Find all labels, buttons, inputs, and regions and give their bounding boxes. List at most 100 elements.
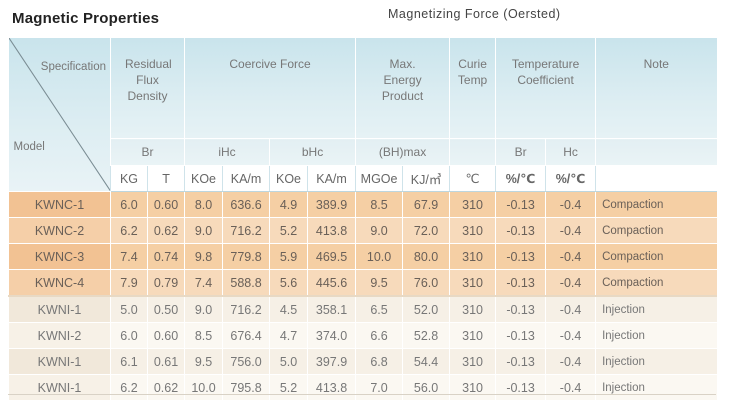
tc-br-symbol-header: Br: [495, 138, 546, 166]
note-cell: Injection: [595, 348, 717, 375]
model-cell: KWNC-3: [8, 243, 111, 270]
unit-header: %/℃: [495, 165, 546, 192]
model-cell: KWNC-2: [8, 217, 111, 244]
bhmax-kj-cell: 76.0: [402, 269, 450, 297]
br-kg-cell: 7.4: [110, 243, 148, 270]
unit-header: T: [146, 165, 185, 192]
unit-header: MGOe: [355, 165, 403, 192]
br-kg-cell: 6.2: [110, 374, 148, 401]
ihc-kam-cell: 779.8: [222, 243, 270, 270]
tc-br-cell: -0.13: [495, 269, 546, 297]
model-cell: KWNC-4: [8, 269, 111, 297]
table-row: KWNC-2 6.2 0.62 9.0 716.2 5.2 413.8 9.0 …: [8, 217, 717, 244]
bhc-kam-cell: 445.6: [307, 269, 356, 297]
br-t-cell: 0.74: [146, 243, 185, 270]
br-t-cell: 0.61: [146, 348, 185, 375]
model-cell: KWNI-1: [8, 295, 111, 323]
unit-header: KOe: [184, 165, 223, 192]
tc-br-cell: -0.13: [495, 295, 546, 323]
ihc-kam-cell: 636.6: [222, 191, 270, 218]
diagonal-divider-icon: [8, 38, 110, 191]
tc-br-cell: -0.13: [495, 217, 546, 244]
model-cell: KWNC-1: [8, 191, 111, 218]
table-row: KWNI-1 6.2 0.62 10.0 795.8 5.2 413.8 7.0…: [8, 374, 717, 401]
ihc-koe-cell: 8.0: [184, 191, 223, 218]
curie-cell: 310: [449, 217, 496, 244]
ihc-kam-cell: 676.4: [222, 322, 270, 349]
magnetic-properties-table: Specification Model Residual Flux Densit…: [8, 38, 717, 401]
bhc-kam-cell: 413.8: [307, 217, 356, 244]
bhmax-mgoe-cell: 6.8: [355, 348, 403, 375]
bhc-symbol-header: bHc: [269, 138, 356, 166]
br-t-cell: 0.62: [146, 374, 185, 401]
ihc-koe-cell: 9.5: [184, 348, 223, 375]
temperature-coefficient-header: Temperature Coefficient: [495, 38, 596, 139]
bhmax-mgoe-cell: 9.0: [355, 217, 403, 244]
unit-header: KOe: [269, 165, 308, 192]
unit-header-note: [595, 165, 717, 192]
residual-flux-density-header: Residual Flux Density: [109, 38, 185, 139]
br-symbol-header: Br: [109, 138, 185, 166]
note-cell: Compaction: [595, 269, 717, 297]
unit-header: ℃: [449, 165, 496, 192]
bhc-kam-cell: 397.9: [307, 348, 356, 375]
page-title: Magnetic Properties: [12, 10, 160, 27]
bhmax-kj-cell: 80.0: [402, 243, 450, 270]
curie-cell: 310: [449, 191, 496, 218]
bhmax-kj-cell: 72.0: [402, 217, 450, 244]
bhc-koe-cell: 5.9: [269, 243, 308, 270]
model-cell: KWNI-2: [8, 322, 111, 349]
ihc-kam-cell: 716.2: [222, 295, 270, 323]
bhc-koe-cell: 5.6: [269, 269, 308, 297]
bhmax-kj-cell: 52.8: [402, 322, 450, 349]
table-row: KWNI-1 5.0 0.50 9.0 716.2 4.5 358.1 6.5 …: [8, 295, 717, 323]
note-cell: Compaction: [595, 243, 717, 270]
max-energy-product-header: Max. Energy Product: [355, 38, 450, 139]
tc-hc-cell: -0.4: [545, 322, 596, 349]
br-kg-cell: 6.2: [110, 217, 148, 244]
tc-hc-cell: -0.4: [545, 348, 596, 375]
ihc-kam-cell: 588.8: [222, 269, 270, 297]
note-header: Note: [595, 38, 717, 139]
bhc-kam-cell: 358.1: [307, 295, 356, 323]
tc-br-cell: -0.13: [495, 374, 546, 401]
bhmax-mgoe-cell: 6.5: [355, 295, 403, 323]
table-row: KWNI-1 6.1 0.61 9.5 756.0 5.0 397.9 6.8 …: [8, 348, 717, 375]
table-row: KWNC-1 6.0 0.60 8.0 636.6 4.9 389.9 8.5 …: [8, 191, 717, 218]
table-bottom-divider: [8, 394, 716, 395]
tc-hc-cell: -0.4: [545, 243, 596, 270]
bhc-koe-cell: 4.7: [269, 322, 308, 349]
ihc-koe-cell: 9.8: [184, 243, 223, 270]
tc-hc-symbol-header: Hc: [545, 138, 596, 166]
note-cell: Injection: [595, 374, 717, 401]
bhmax-mgoe-cell: 8.5: [355, 191, 403, 218]
bhmax-mgoe-cell: 7.0: [355, 374, 403, 401]
unit-header: KA/m: [307, 165, 356, 192]
note-cell: Compaction: [595, 191, 717, 218]
bhc-koe-cell: 4.5: [269, 295, 308, 323]
bhc-kam-cell: 389.9: [307, 191, 356, 218]
bhmax-mgoe-cell: 9.5: [355, 269, 403, 297]
br-kg-cell: 6.0: [110, 322, 148, 349]
unit-header: KA/m: [222, 165, 270, 192]
ihc-koe-cell: 7.4: [184, 269, 223, 297]
tc-br-cell: -0.13: [495, 243, 546, 270]
br-t-cell: 0.79: [146, 269, 185, 297]
br-t-cell: 0.60: [146, 322, 185, 349]
tc-hc-cell: -0.4: [545, 269, 596, 297]
br-t-cell: 0.60: [146, 191, 185, 218]
coercive-force-header: Coercive Force: [184, 38, 356, 139]
table-row: KWNC-4 7.9 0.79 7.4 588.8 5.6 445.6 9.5 …: [8, 269, 717, 297]
bhmax-kj-cell: 56.0: [402, 374, 450, 401]
curie-cell: 310: [449, 295, 496, 323]
spec-model-corner-cell: Specification Model: [8, 38, 111, 192]
curie-cell: 310: [449, 348, 496, 375]
bhc-koe-cell: 5.2: [269, 374, 308, 401]
tc-br-cell: -0.13: [495, 322, 546, 349]
unit-header: %/℃: [545, 165, 596, 192]
bhmax-kj-cell: 67.9: [402, 191, 450, 218]
tc-hc-cell: -0.4: [545, 295, 596, 323]
curie-cell: 310: [449, 322, 496, 349]
br-t-cell: 0.62: [146, 217, 185, 244]
note-cell: Injection: [595, 322, 717, 349]
